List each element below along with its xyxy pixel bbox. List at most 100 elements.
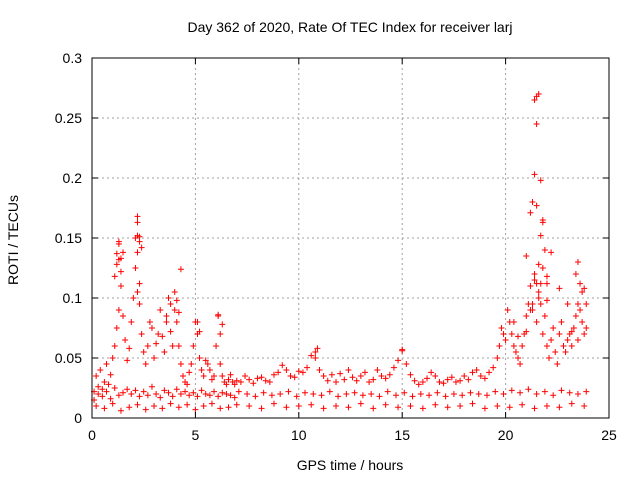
data-point (99, 386, 106, 393)
data-point (353, 377, 360, 384)
data-point (225, 376, 232, 383)
data-point (345, 404, 352, 411)
data-point (492, 388, 499, 395)
data-point (457, 377, 464, 384)
data-point (171, 289, 178, 295)
data-point (481, 405, 488, 412)
data-point (554, 361, 561, 367)
data-point (157, 307, 164, 313)
data-point (295, 368, 302, 375)
data-points (91, 91, 590, 414)
data-point (512, 349, 519, 355)
data-point (198, 387, 205, 394)
data-point (124, 386, 131, 393)
data-point (244, 391, 251, 397)
data-point (136, 301, 143, 307)
y-tick-label: 0.2 (63, 170, 83, 186)
data-point (159, 333, 166, 340)
data-point (574, 301, 581, 307)
data-point (577, 307, 584, 313)
data-point (539, 217, 546, 223)
data-point (204, 361, 211, 367)
data-point (117, 268, 124, 275)
data-point (579, 289, 586, 295)
data-point (345, 367, 352, 373)
data-point (159, 405, 166, 412)
data-point (461, 373, 468, 379)
data-point (531, 405, 538, 412)
data-point (215, 311, 222, 318)
data-point (194, 319, 201, 325)
data-point (217, 361, 224, 367)
data-point (519, 401, 526, 408)
data-point (541, 388, 548, 395)
data-point (124, 357, 131, 364)
data-point (93, 373, 100, 379)
data-point (173, 319, 180, 325)
data-point (275, 369, 282, 376)
data-point (312, 349, 319, 355)
data-point (473, 367, 480, 373)
data-point (177, 361, 184, 367)
data-point (434, 389, 441, 396)
data-point (519, 343, 526, 349)
data-point (153, 340, 160, 347)
data-point (543, 343, 550, 349)
data-point (403, 361, 410, 367)
data-point (436, 379, 443, 385)
y-tick-label: 0 (74, 410, 82, 426)
data-point (134, 249, 141, 256)
data-point (450, 391, 457, 397)
data-point (537, 232, 544, 239)
data-point (440, 380, 447, 387)
data-point (508, 331, 515, 337)
x-tick-label: 15 (394, 427, 410, 443)
data-point (103, 361, 110, 367)
y-tick-label: 0.3 (63, 50, 83, 66)
data-point (219, 389, 226, 396)
data-point (128, 391, 135, 397)
data-point (475, 391, 482, 397)
data-point (223, 381, 230, 388)
x-tick-label: 5 (192, 427, 200, 443)
y-axis-label: ROTI / TECUs (5, 195, 21, 285)
data-point (529, 199, 536, 205)
data-point (432, 373, 439, 379)
data-point (333, 379, 340, 385)
data-point (266, 379, 273, 385)
data-point (546, 355, 553, 361)
data-point (500, 331, 507, 337)
data-point (287, 373, 294, 379)
data-point (477, 373, 484, 379)
data-point (285, 388, 292, 395)
data-point (568, 328, 575, 335)
data-point (508, 387, 515, 394)
data-point (138, 331, 145, 337)
data-point (382, 401, 389, 408)
data-point (527, 307, 534, 313)
data-point (541, 247, 548, 253)
data-point (572, 313, 579, 319)
data-point (302, 389, 309, 396)
data-point (144, 343, 151, 349)
data-point (235, 388, 242, 395)
data-point (308, 352, 315, 359)
data-point (107, 371, 114, 378)
data-point (523, 253, 530, 259)
data-point (401, 389, 408, 396)
data-point (134, 289, 141, 295)
data-point (527, 209, 534, 216)
data-point (120, 313, 127, 319)
data-point (163, 319, 170, 325)
data-point (361, 369, 368, 376)
data-point (498, 325, 505, 331)
data-point (535, 91, 542, 97)
data-point (113, 325, 120, 331)
data-point (217, 331, 224, 337)
data-point (550, 325, 557, 331)
data-point (254, 375, 261, 382)
data-point (217, 405, 224, 412)
data-point (97, 367, 104, 373)
data-point (211, 373, 218, 379)
data-point (126, 404, 133, 411)
